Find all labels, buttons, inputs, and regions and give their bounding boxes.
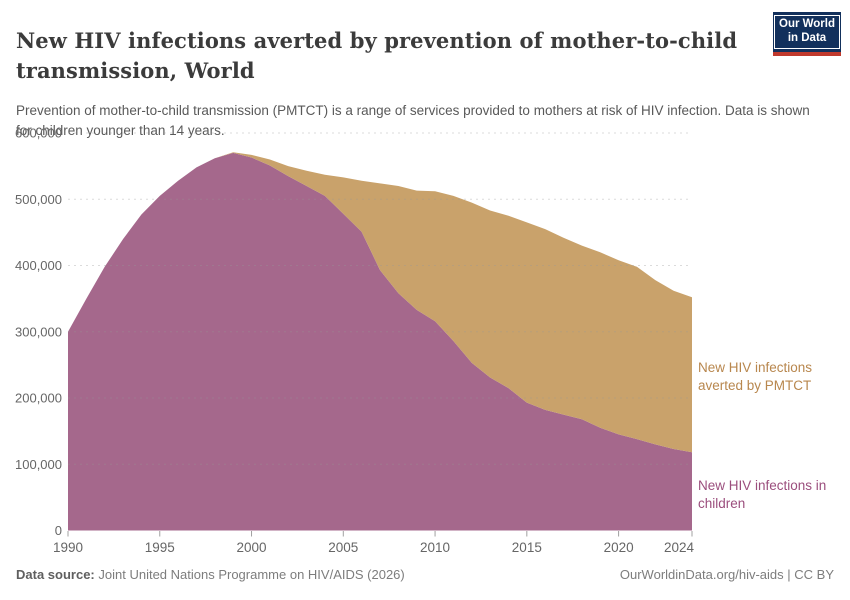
x-axis-tick-label: 2024 [664, 540, 695, 555]
area-averted-pmtct [68, 152, 692, 453]
x-axis-tick-label: 2015 [512, 540, 542, 555]
y-axis-tick-label: 500,000 [15, 192, 62, 207]
y-axis-tick-label: 0 [55, 523, 62, 538]
x-axis-tick-label: 2000 [237, 540, 267, 555]
series-label-averted: New HIV infections averted by PMTCT [698, 360, 813, 393]
owid-logo-line1: Our World [779, 18, 836, 31]
x-axis-tick-label: 2020 [604, 540, 634, 555]
data-source: Data source: Joint United Nations Progra… [16, 567, 405, 582]
data-source-label: Data source: [16, 567, 95, 582]
x-axis-tick-label: 2010 [420, 540, 450, 555]
y-axis-tick-label: 300,000 [15, 324, 62, 339]
y-axis-tick-label: 400,000 [15, 258, 62, 273]
area-children [68, 152, 692, 531]
owid-logo-line2: in Data [787, 32, 827, 44]
series-label-children: New HIV infections in children [698, 478, 827, 511]
stacked-area-plot: 0 100,000 200,000 300,000 400,000 500,000 600,… [15, 126, 695, 556]
x-axis-tick-label: 1990 [53, 540, 83, 555]
y-axis-tick-label: 600,000 [15, 126, 62, 141]
data-source-text: Joint United Nations Programme on HIV/AI… [98, 567, 405, 582]
y-axis-tick-label: 100,000 [15, 457, 62, 472]
owid-logo-text: Our World in Data [774, 15, 840, 49]
chart-subtitle: Prevention of mother-to-child transmissi… [16, 102, 810, 138]
footer: Data source: Joint United Nations Progra… [16, 567, 834, 582]
y-axis-tick-label: 200,000 [15, 391, 62, 406]
x-axis-tick-label: 1995 [145, 540, 175, 555]
owid-logo: Our World in Data [773, 12, 841, 56]
owid-url-link[interactable]: OurWorldinData.org/hiv-aids | CC BY [619, 567, 834, 582]
x-axis-tick-label: 2005 [328, 540, 358, 555]
page-title: New HIV infections averted by prevention… [16, 28, 738, 83]
